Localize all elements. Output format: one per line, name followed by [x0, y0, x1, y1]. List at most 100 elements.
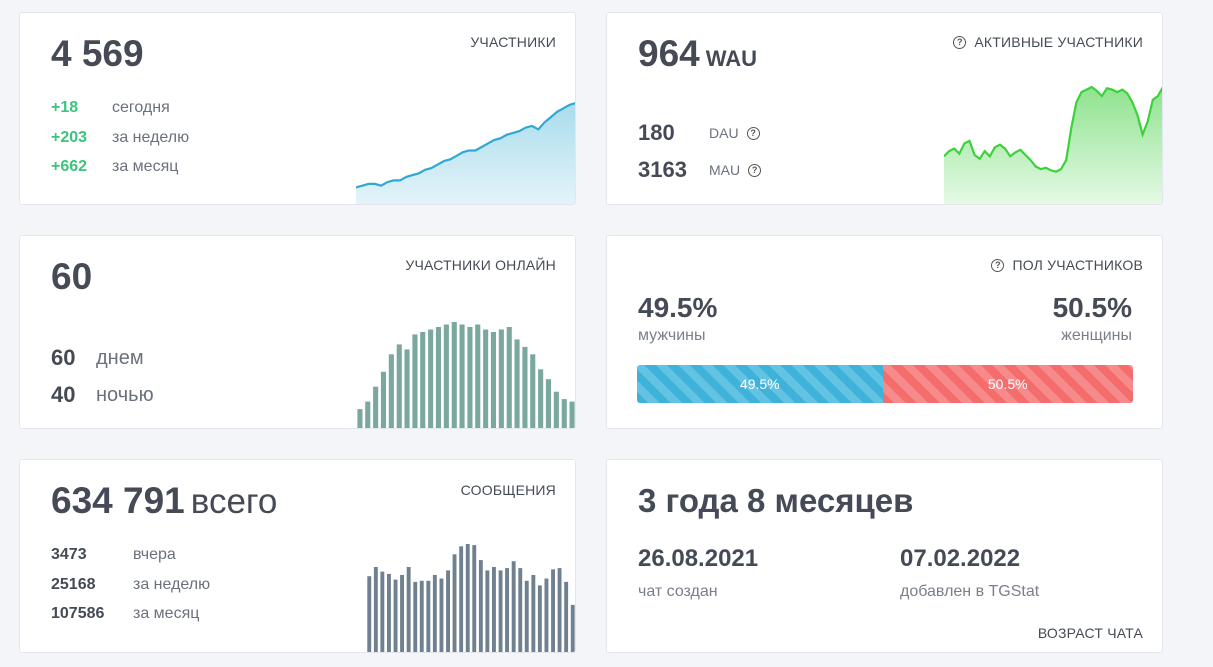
participants-today-text: сегодня	[112, 99, 170, 116]
messages-chart-bar	[387, 573, 391, 652]
messages-week-value: 25168	[51, 576, 96, 593]
online-chart-bar	[404, 349, 410, 428]
chat-added-label: добавлен в TGStat	[900, 583, 1040, 600]
participants-week-value: +203	[51, 129, 88, 146]
messages-month-value: 107586	[51, 605, 105, 622]
messages-week-text: за неделю	[133, 576, 211, 593]
gender-label: ПОЛ УЧАСТНИКОВ	[1012, 257, 1143, 273]
online-chart-bar	[545, 379, 551, 428]
participants-row-today: +18 сегодня	[51, 99, 170, 117]
gender-bar: 49.5% 50.5%	[637, 365, 1133, 403]
online-chart-bar	[506, 327, 512, 428]
active-card: ? АКТИВНЫЕ УЧАСТНИКИ 964 WAU 180 DAU ? 31…	[606, 12, 1163, 205]
gender-male-percent: 49.5%	[638, 292, 718, 323]
messages-row-yesterday: 3473 вчера	[51, 546, 176, 564]
participants-label: УЧАСТНИКИ	[470, 34, 556, 50]
online-chart-bar	[420, 332, 426, 428]
active-wau: 964 WAU	[638, 33, 757, 75]
gender-bar-female: 50.5%	[882, 365, 1133, 403]
messages-month-text: за месяц	[133, 605, 200, 622]
messages-chart-bar	[492, 567, 496, 652]
active-label-wrap: ? АКТИВНЫЕ УЧАСТНИКИ	[953, 34, 1143, 50]
online-chart-bar	[498, 329, 504, 428]
messages-chart-bar	[367, 576, 372, 652]
online-chart-bar	[373, 386, 379, 428]
messages-chart-bar	[544, 578, 549, 652]
messages-chart-bar	[505, 568, 509, 652]
active-mau-label: MAU	[709, 162, 741, 178]
messages-chart-bar	[472, 545, 477, 652]
messages-chart-bar	[380, 571, 385, 652]
online-night-label: ночью	[96, 383, 154, 406]
messages-card: СООБЩЕНИЯ 634 791 всего 3473 вчера 25168 …	[19, 459, 576, 653]
online-chart-bar	[530, 354, 536, 428]
participants-row-week: +203 за неделю	[51, 129, 189, 147]
online-day-row: 60 днем	[51, 345, 144, 371]
online-chart-bar	[538, 369, 544, 428]
online-chart-bar	[388, 354, 394, 428]
messages-chart-bar	[465, 544, 470, 652]
messages-chart-bar	[531, 575, 536, 652]
messages-row-month: 107586 за месяц	[51, 605, 199, 623]
online-chart-bar	[412, 334, 418, 428]
messages-chart-bar	[511, 561, 516, 652]
online-chart	[357, 322, 575, 428]
participants-card: УЧАСТНИКИ 4 569 +18 сегодня +203 за неде…	[19, 12, 576, 205]
messages-total: 634 791 всего	[51, 480, 277, 522]
growth-chart-line	[356, 102, 575, 189]
active-dau-label: DAU	[709, 125, 739, 141]
online-chart-bar	[435, 327, 441, 428]
chat-age-label: ВОЗРАСТ ЧАТА	[1037, 625, 1143, 641]
help-icon[interactable]: ?	[953, 35, 967, 49]
active-wau-suffix: WAU	[705, 46, 758, 71]
online-night-row: 40 ночью	[51, 382, 154, 408]
gender-female-label: женщины	[1061, 327, 1132, 344]
active-chart	[944, 85, 1162, 204]
participants-row-month: +662 за месяц	[51, 158, 178, 176]
messages-chart-bar	[373, 567, 378, 652]
messages-chart-bar	[406, 567, 411, 652]
participants-month-text: за месяц	[112, 158, 179, 175]
active-wau-value: 964	[638, 33, 700, 74]
help-icon[interactable]: ?	[991, 258, 1005, 272]
messages-chart-bar	[446, 570, 450, 652]
active-mau-value: 3163	[638, 157, 687, 182]
active-label: АКТИВНЫЕ УЧАСТНИКИ	[974, 34, 1143, 50]
dau-help-icon[interactable]: ?	[746, 126, 760, 140]
online-night-value: 40	[51, 382, 76, 407]
messages-chart-bar	[524, 580, 529, 652]
gender-label-wrap: ? ПОЛ УЧАСТНИКОВ	[991, 257, 1143, 273]
gender-male-label: мужчины	[638, 327, 706, 344]
messages-chart-bar	[518, 568, 523, 652]
active-chart-line	[944, 85, 1162, 173]
messages-chart-bar	[498, 570, 503, 652]
participants-today-value: +18	[51, 99, 79, 116]
active-chart-area	[944, 87, 1162, 204]
online-chart-bar	[522, 346, 528, 428]
mau-help-icon[interactable]: ?	[748, 163, 762, 177]
online-chart-bar	[396, 344, 402, 428]
online-chart-bar	[561, 399, 567, 428]
online-label: УЧАСТНИКИ ОНЛАЙН	[405, 257, 556, 273]
active-dau-value: 180	[638, 120, 675, 145]
messages-label: СООБЩЕНИЯ	[460, 482, 556, 498]
messages-row-week: 25168 за неделю	[51, 576, 210, 594]
messages-yesterday-value: 3473	[51, 546, 87, 563]
online-chart-bar	[357, 409, 363, 428]
gender-card: ? ПОЛ УЧАСТНИКОВ 49.5% мужчины 50.5% жен…	[606, 235, 1163, 429]
messages-chart-bar	[564, 581, 569, 652]
messages-chart-bar	[537, 585, 542, 652]
online-chart-bar	[443, 324, 449, 428]
chat-created-label: чат создан	[638, 583, 718, 600]
online-chart-bar	[428, 329, 434, 428]
messages-chart	[367, 544, 575, 652]
messages-chart-bar	[452, 554, 457, 652]
messages-yesterday-text: вчера	[133, 546, 176, 563]
online-day-label: днем	[96, 346, 144, 369]
chat-age-card: 3 года 8 месяцев 26.08.2021 чат создан 0…	[606, 459, 1163, 653]
participants-month-value: +662	[51, 158, 88, 175]
active-mau-row: 3163 MAU ?	[638, 157, 762, 183]
online-chart-bar	[365, 401, 371, 428]
messages-chart-bar	[570, 604, 575, 652]
messages-chart-bar	[419, 580, 424, 652]
